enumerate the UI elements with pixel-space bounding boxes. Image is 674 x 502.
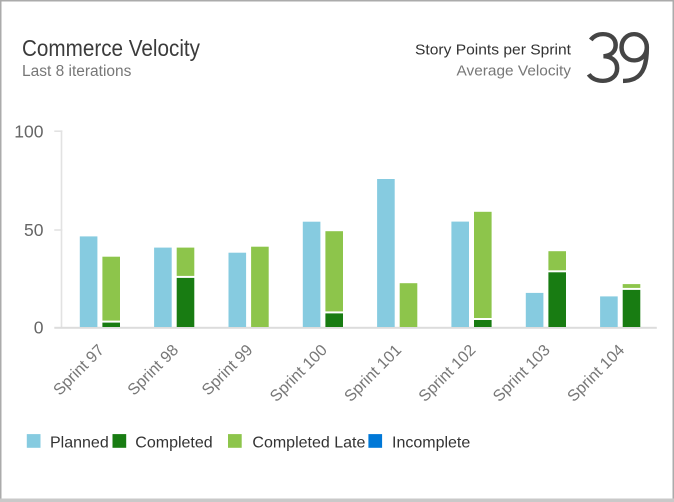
svg-text:Sprint 102: Sprint 102 [416,342,480,406]
svg-text:Planned: Planned [50,434,109,451]
svg-text:Average Velocity: Average Velocity [457,62,572,79]
svg-text:Sprint 101: Sprint 101 [342,342,406,406]
svg-text:Sprint 99: Sprint 99 [199,342,256,399]
svg-text:100: 100 [14,122,43,142]
svg-text:50: 50 [24,220,44,240]
svg-text:Last 8 iterations: Last 8 iterations [22,63,132,80]
svg-text:Sprint 97: Sprint 97 [51,342,108,399]
svg-text:Incomplete: Incomplete [392,434,470,451]
svg-text:Completed: Completed [135,434,212,451]
svg-text:Sprint 100: Sprint 100 [267,342,331,406]
svg-text:Sprint 104: Sprint 104 [565,342,629,406]
svg-text:Sprint 103: Sprint 103 [490,342,554,406]
svg-text:0: 0 [34,317,44,337]
svg-text:Story Points per Sprint: Story Points per Sprint [415,42,572,59]
svg-text:Completed Late: Completed Late [252,434,365,451]
svg-text:Commerce Velocity: Commerce Velocity [22,35,200,61]
svg-text:Sprint 98: Sprint 98 [125,342,182,399]
